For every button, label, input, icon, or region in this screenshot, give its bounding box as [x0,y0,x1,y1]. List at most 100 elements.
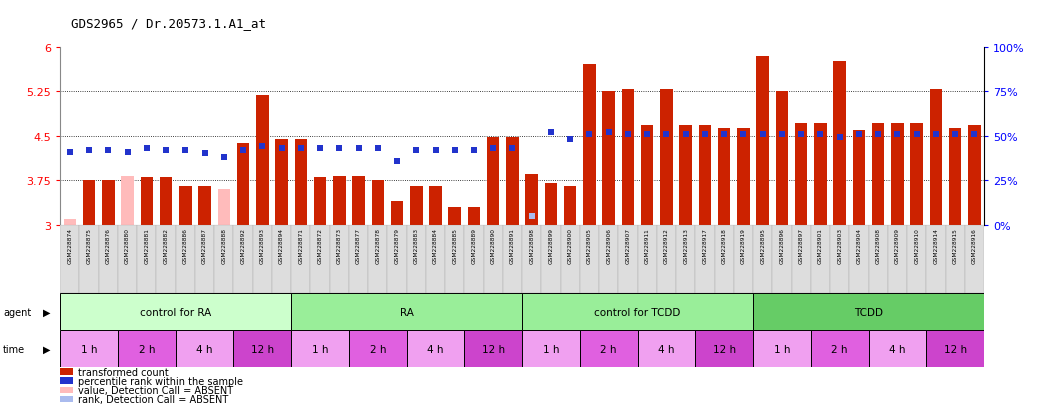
Bar [218,190,230,225]
Bar [695,330,753,368]
Text: 1 h: 1 h [311,344,328,354]
Bar [60,330,118,368]
Bar [695,225,714,293]
Text: transformed count: transformed count [78,367,168,377]
Text: GSM228911: GSM228911 [645,228,650,263]
Bar [910,123,923,225]
Text: GSM228886: GSM228886 [183,228,188,263]
Bar [872,123,884,225]
Bar [602,92,614,225]
Bar [99,225,118,293]
Bar [772,225,792,293]
Text: GSM228915: GSM228915 [953,228,958,263]
Text: GSM228881: GSM228881 [144,228,149,263]
Bar [464,225,484,293]
Text: GSM228904: GSM228904 [856,228,862,264]
Bar [907,225,926,293]
Bar [313,178,326,225]
Bar [507,138,519,225]
Text: percentile rank within the sample: percentile rank within the sample [78,376,243,386]
Bar [330,225,349,293]
Bar [102,181,114,225]
Text: GSM228878: GSM228878 [376,228,380,264]
Text: GSM228900: GSM228900 [568,228,573,264]
Bar [814,123,826,225]
Bar [310,225,330,293]
Bar [352,176,364,225]
Bar [118,225,137,293]
Text: 2 h: 2 h [831,344,848,354]
Text: GSM228909: GSM228909 [895,228,900,264]
Bar [580,330,637,368]
Bar [753,330,811,368]
Bar [757,57,769,225]
Bar [198,187,211,225]
Bar [811,225,830,293]
Bar [80,225,99,293]
Text: GSM228888: GSM228888 [221,228,226,264]
Text: GSM228903: GSM228903 [838,228,842,264]
Text: GSM228895: GSM228895 [760,228,765,264]
Text: control for TCDD: control for TCDD [595,307,681,317]
Text: GSM228913: GSM228913 [683,228,688,263]
Text: GSM228877: GSM228877 [356,228,361,264]
Text: GSM228892: GSM228892 [241,228,246,264]
Text: GSM228880: GSM228880 [125,228,130,264]
Bar [333,176,346,225]
Bar [580,225,599,293]
Bar [869,330,926,368]
Text: GSM228876: GSM228876 [106,228,111,263]
Bar [157,225,175,293]
Text: GSM228872: GSM228872 [318,228,323,264]
Text: GSM228919: GSM228919 [741,228,746,263]
Text: 2 h: 2 h [370,344,386,354]
Bar [525,175,538,225]
Bar [718,128,731,225]
Text: GSM228905: GSM228905 [586,228,592,264]
Text: GSM228885: GSM228885 [453,228,458,264]
Bar [195,225,214,293]
Text: GSM228875: GSM228875 [86,228,91,264]
Bar [252,225,272,293]
Bar [637,330,695,368]
Bar [561,225,580,293]
Bar [426,225,445,293]
Text: GSM228890: GSM228890 [491,228,496,264]
Bar [275,139,288,225]
Text: 4 h: 4 h [658,344,675,354]
Text: GSM228884: GSM228884 [433,228,438,264]
Bar [564,187,576,225]
Text: GSM228898: GSM228898 [529,228,535,264]
Text: GSM228891: GSM228891 [510,228,515,263]
Text: 12 h: 12 h [251,344,274,354]
Text: 1 h: 1 h [543,344,559,354]
Bar [410,187,422,225]
Text: RA: RA [400,307,413,317]
Bar [714,225,734,293]
Bar [137,225,157,293]
Text: GSM228908: GSM228908 [876,228,880,264]
Bar [445,225,464,293]
Text: TCDD: TCDD [854,307,883,317]
Text: GSM228882: GSM228882 [164,228,168,264]
Bar [175,330,234,368]
Bar [753,293,984,330]
Bar [542,225,561,293]
Bar [734,225,754,293]
Text: GSM228918: GSM228918 [721,228,727,263]
Text: 1 h: 1 h [773,344,790,354]
Text: 4 h: 4 h [428,344,444,354]
Text: ▶: ▶ [43,344,50,354]
Bar [349,225,368,293]
Text: GSM228879: GSM228879 [394,228,400,264]
Bar [676,225,695,293]
Text: control for RA: control for RA [140,307,212,317]
Text: rank, Detection Call = ABSENT: rank, Detection Call = ABSENT [78,394,228,404]
Bar [237,143,249,225]
Bar [407,225,426,293]
Text: GSM228899: GSM228899 [548,228,553,264]
Text: 12 h: 12 h [944,344,966,354]
Text: GSM228910: GSM228910 [914,228,920,263]
Text: GSM228874: GSM228874 [67,228,73,264]
Bar [968,126,981,225]
